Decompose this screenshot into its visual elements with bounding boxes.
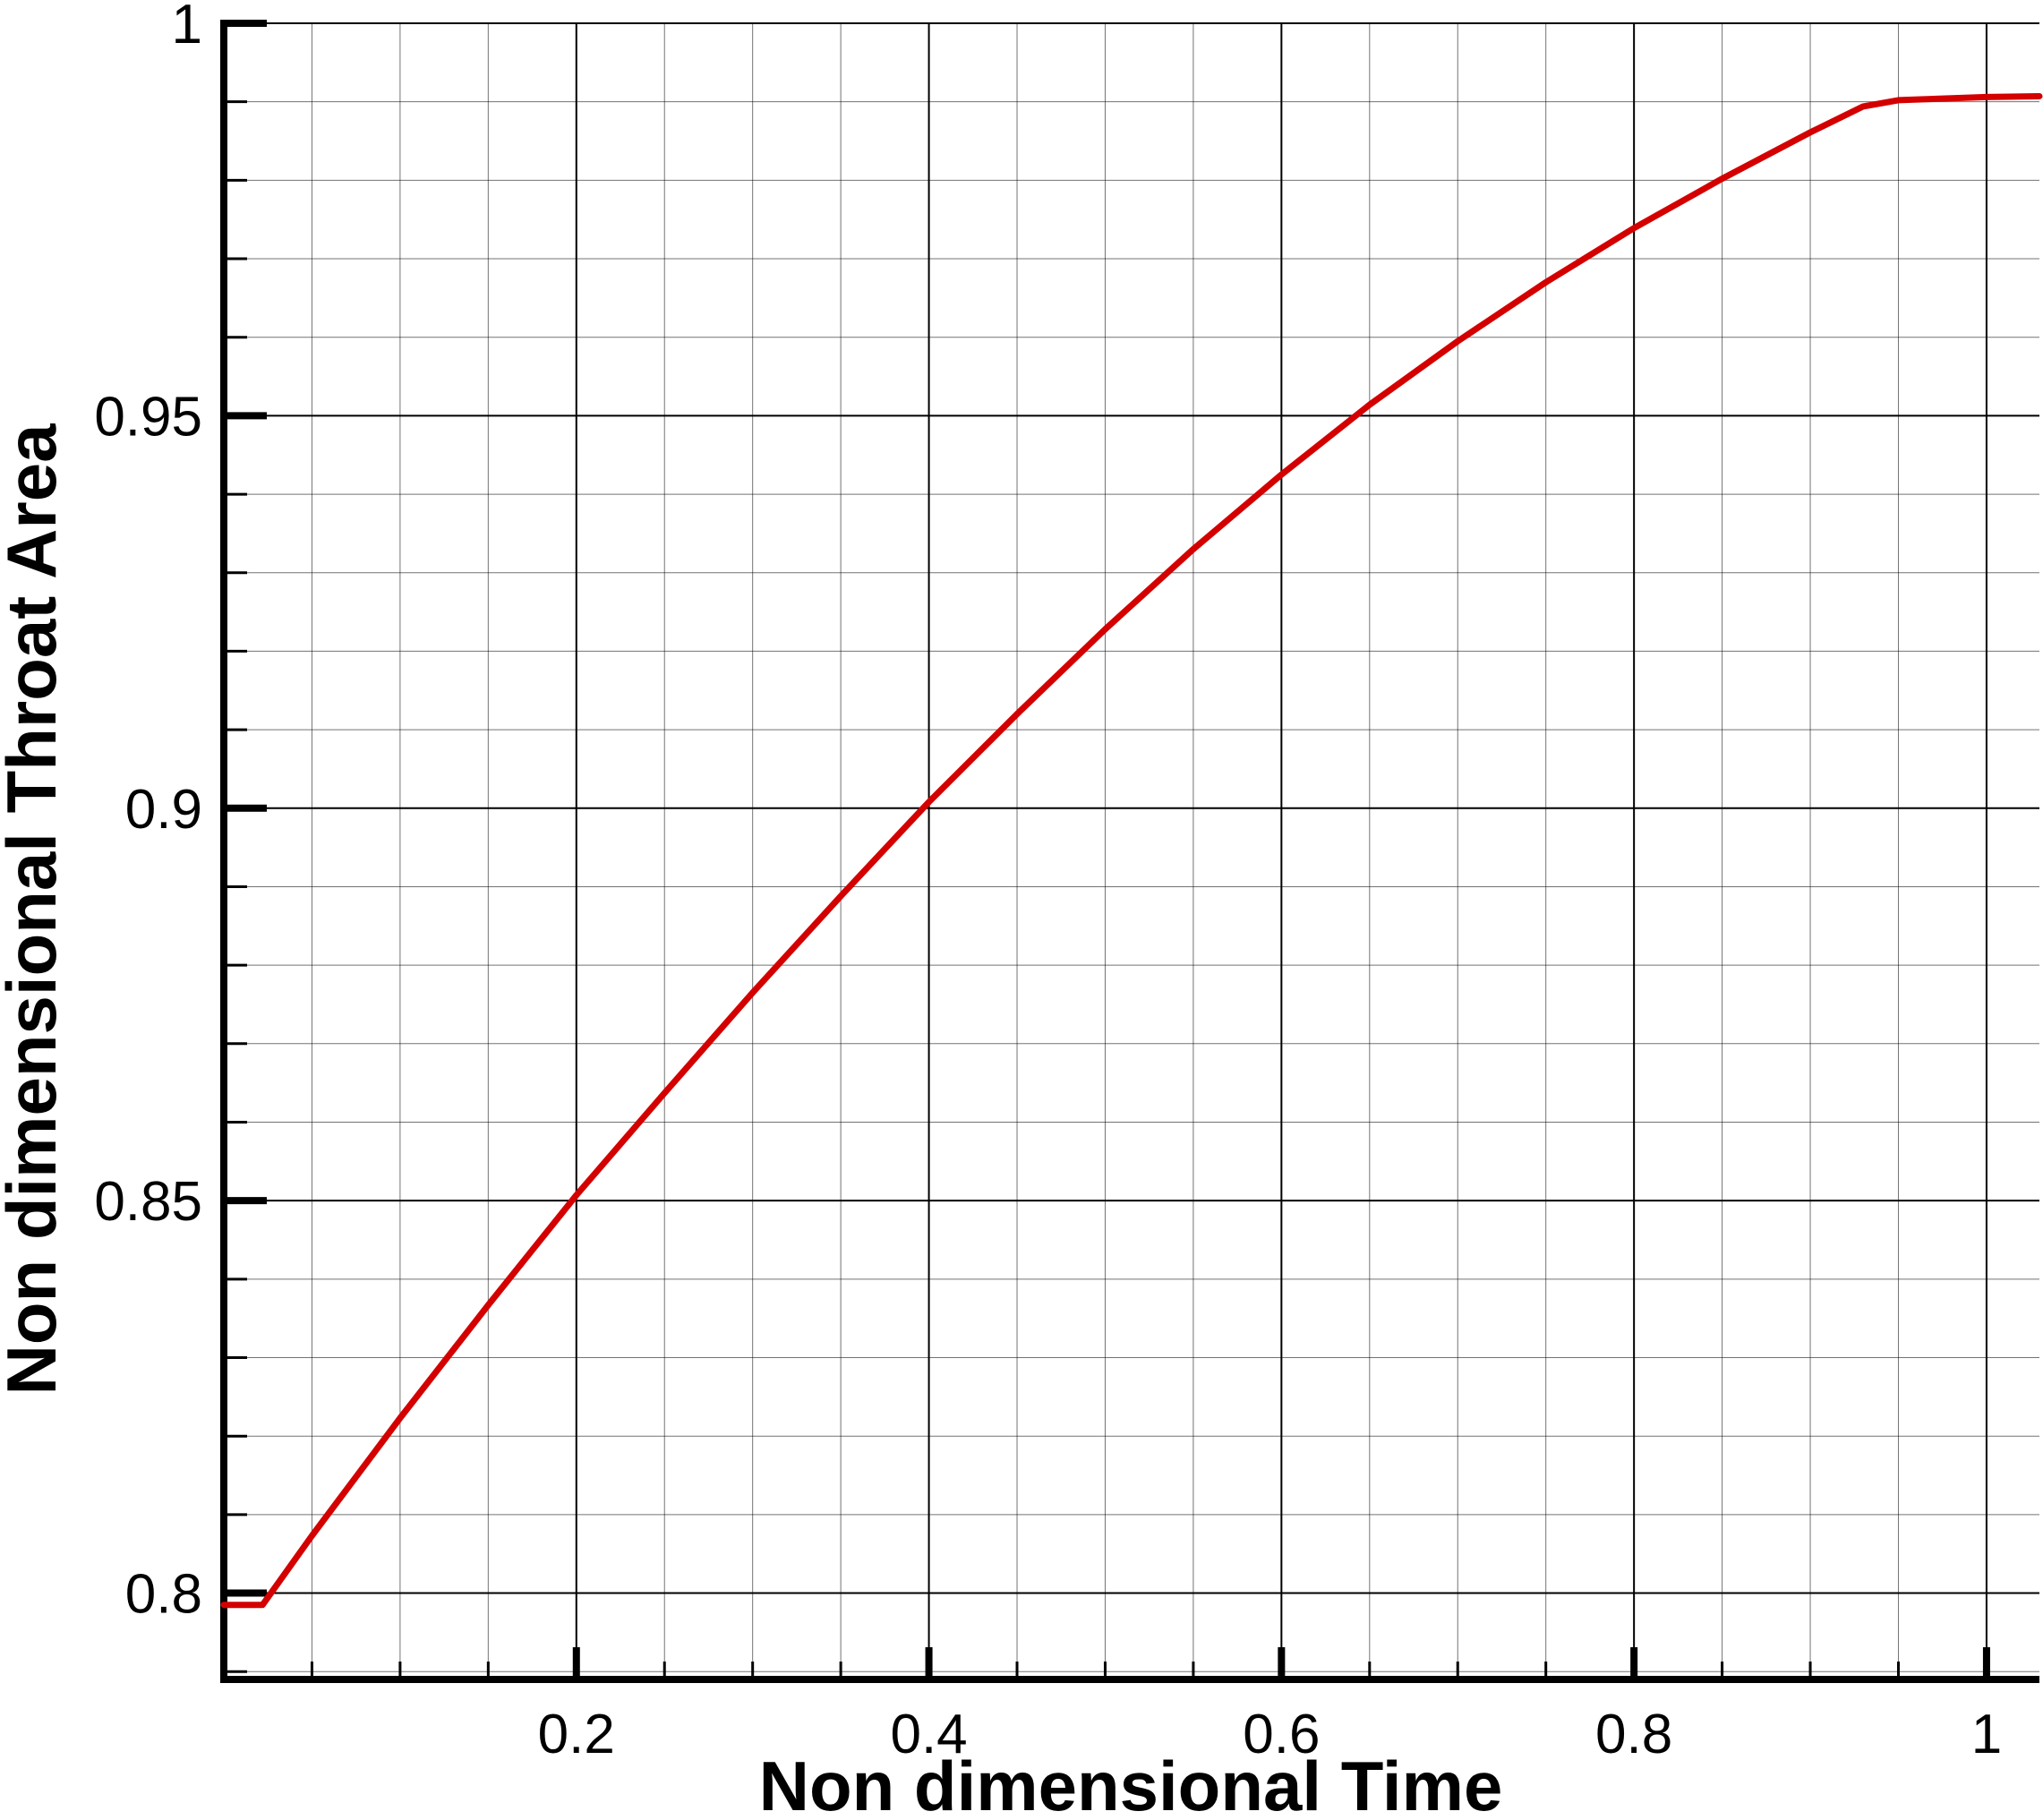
minor-gridlines xyxy=(224,23,2039,1679)
axes xyxy=(220,20,2039,1683)
major-gridlines xyxy=(224,22,2039,1679)
x-tick-label: 1 xyxy=(1971,1704,2002,1765)
y-tick-label: 1 xyxy=(172,0,202,56)
x-tick-label: 0.8 xyxy=(1595,1704,1672,1765)
y-tick-label: 0.85 xyxy=(94,1171,202,1233)
tick-labels: 0.2 0.4 0.6 0.8 1 0.8 0.85 0.9 0.95 1 xyxy=(94,0,2002,1765)
y-tick-label: 0.9 xyxy=(125,779,202,841)
x-tick-label: 0.4 xyxy=(890,1704,967,1765)
x-tick-label: 0.6 xyxy=(1243,1704,1320,1765)
y-axis-title: Non dimensional Throat Area xyxy=(0,423,71,1396)
x-tick-label: 0.2 xyxy=(538,1704,615,1765)
y-tick-label: 0.95 xyxy=(94,386,202,448)
y-tick-label: 0.8 xyxy=(125,1564,202,1626)
data-series xyxy=(220,93,2043,1609)
series-line-0 xyxy=(220,93,2043,1609)
x-axis-title: Non dimensional Time xyxy=(759,1747,1503,1820)
